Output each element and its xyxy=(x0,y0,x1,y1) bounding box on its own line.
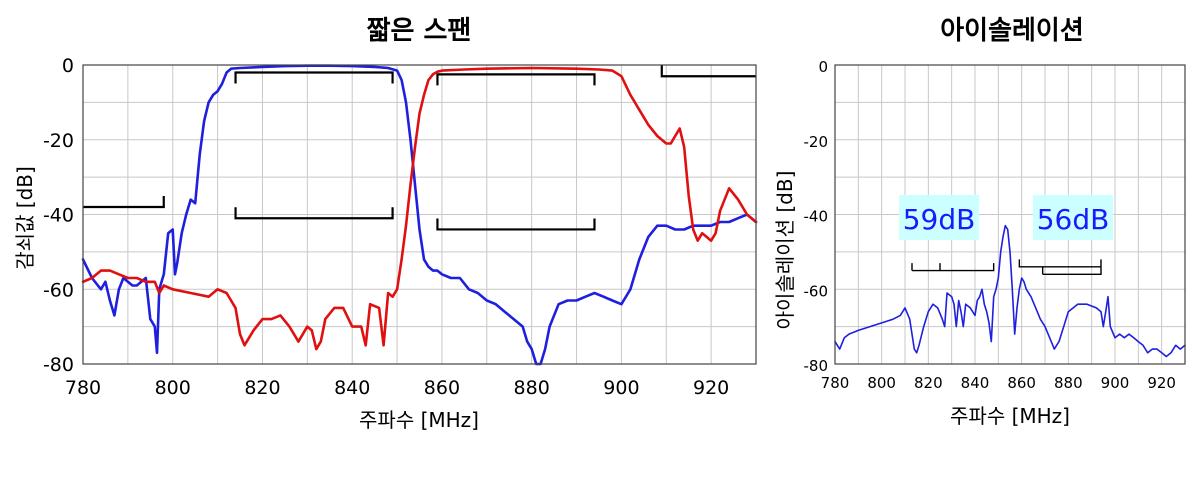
isolation-series-line-1 xyxy=(834,224,1186,358)
spec-bracket xyxy=(436,218,596,231)
short-span-plot-frame xyxy=(82,64,757,365)
short-span-xtick-label: 800 xyxy=(155,377,191,399)
short-span-title: 짧은 스팬 xyxy=(367,16,472,46)
short-span-xtick-label: 880 xyxy=(514,377,550,399)
short-span-series-line-2 xyxy=(81,66,758,351)
isolation-xtick-label: 800 xyxy=(867,374,896,392)
label-56db-background xyxy=(1033,195,1113,240)
isolation-xtick-label: 860 xyxy=(1007,374,1036,392)
isolation-xlabel: 주파수 [MHz] xyxy=(950,404,1070,428)
spec-bracket xyxy=(234,207,394,220)
isolation-title: 아이솔레이션 xyxy=(940,16,1084,46)
spec-bracket xyxy=(234,71,394,84)
isolation-series xyxy=(834,224,1186,358)
isolation-xtick-label: 920 xyxy=(1147,374,1176,392)
isolation-chart: 아이솔레이션 59dB 56dB 780 800 820 840 860 880 900 92… xyxy=(773,16,1186,428)
short-span-series xyxy=(81,64,758,366)
short-span-ytick-label: -80 xyxy=(43,354,74,376)
isolation-bracket-59db xyxy=(911,263,995,272)
isolation-xtick-label: 820 xyxy=(914,374,943,392)
short-span-xtick-label: 840 xyxy=(334,377,370,399)
short-span-xtick-label: 820 xyxy=(244,377,280,399)
short-span-ytick-label: -60 xyxy=(43,279,74,301)
short-span-ytick-label: -20 xyxy=(43,130,74,152)
short-span-xlabel: 주파수 [MHz] xyxy=(359,408,479,432)
short-span-spec-brackets xyxy=(83,65,756,231)
isolation-plot-frame xyxy=(834,64,1186,365)
isolation-ytick-label: -80 xyxy=(804,357,829,375)
isolation-annotations: 59dB 56dB xyxy=(899,195,1113,275)
isolation-ytick-label: -40 xyxy=(804,208,829,226)
short-span-ytick-label: 0 xyxy=(62,55,74,77)
isolation-ticks: 780 800 820 840 860 880 900 920 0 -20 -40 -60 -80 xyxy=(804,58,1176,392)
label-59db: 59dB xyxy=(903,203,976,236)
short-span-xtick-label: 920 xyxy=(693,377,729,399)
isolation-xtick-label: 780 xyxy=(821,374,850,392)
isolation-bracket-56db xyxy=(1018,259,1102,275)
short-span-chart: 짧은 스팬 780 800 820 840 860 880 900 920 0 -20 -40 -60… xyxy=(13,16,758,432)
isolation-xtick-label: 840 xyxy=(961,374,990,392)
short-span-xtick-label: 860 xyxy=(424,377,460,399)
short-span-xtick-label: 780 xyxy=(65,377,101,399)
isolation-ytick-label: -60 xyxy=(804,282,829,300)
isolation-grid xyxy=(834,64,1186,365)
short-span-ytick-label: -40 xyxy=(43,205,74,227)
spec-bracket xyxy=(660,65,756,78)
label-56db: 56dB xyxy=(1037,203,1110,236)
short-span-ticks: 780 800 820 840 860 880 900 920 0 -20 -40 -60 -80 xyxy=(43,55,729,399)
short-span-xtick-label: 900 xyxy=(603,377,639,399)
spec-bracket xyxy=(436,73,596,86)
isolation-xtick-label: 900 xyxy=(1101,374,1130,392)
short-span-ylabel: 감쇠값 [dB] xyxy=(13,166,37,270)
label-59db-background xyxy=(899,195,979,240)
isolation-xtick-label: 880 xyxy=(1054,374,1083,392)
short-span-series-line-1 xyxy=(81,64,758,366)
spec-bracket xyxy=(83,196,165,209)
isolation-ytick-label: 0 xyxy=(818,58,828,76)
isolation-ytick-label: -20 xyxy=(804,133,829,151)
isolation-ylabel: 아이솔레이션 [dB] xyxy=(773,171,797,330)
